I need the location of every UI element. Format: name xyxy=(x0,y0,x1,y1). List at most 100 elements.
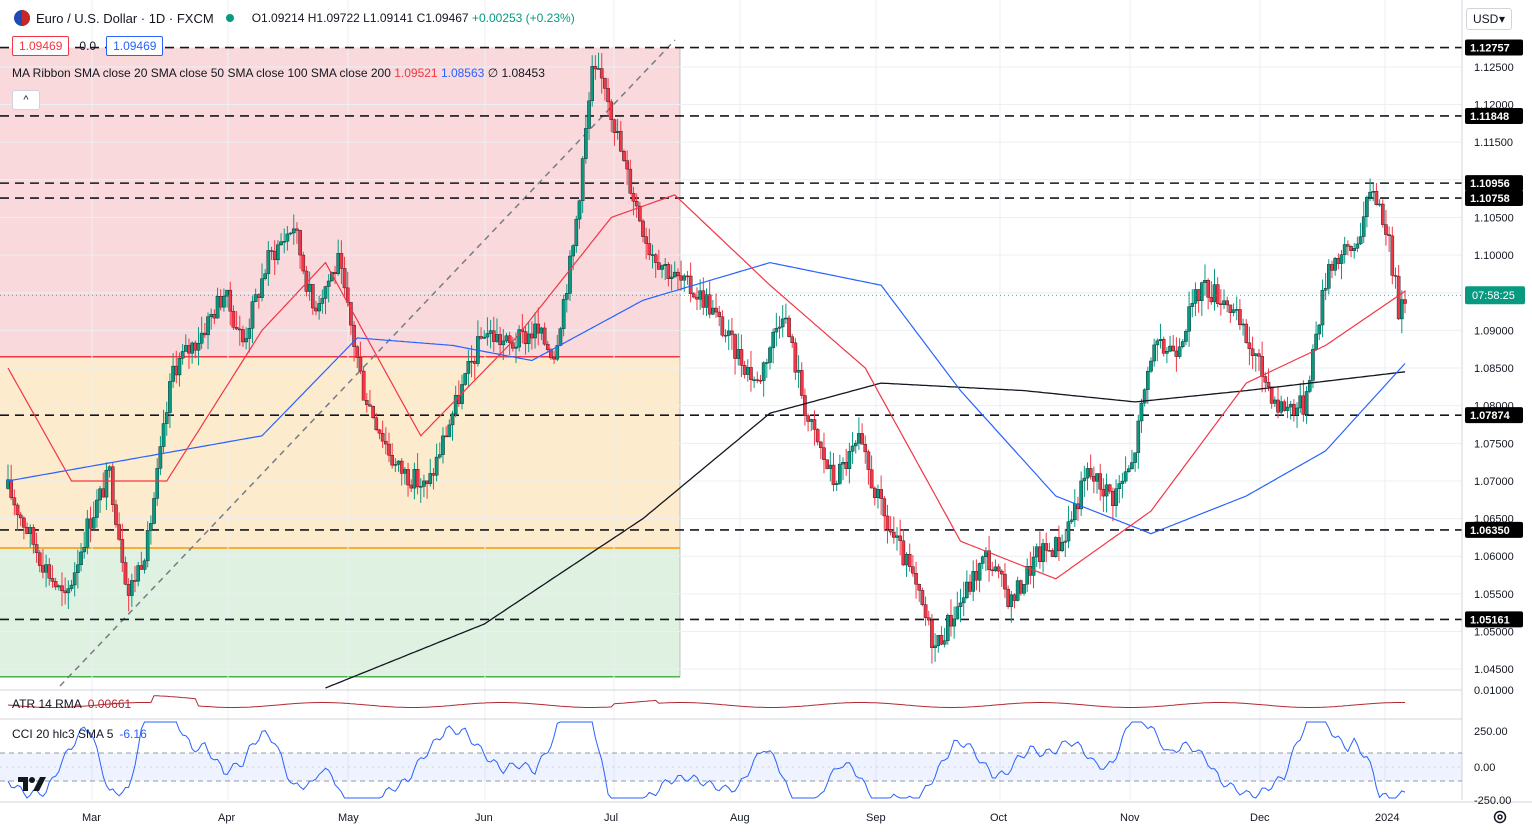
collapse-legend-button[interactable]: ^ xyxy=(12,90,40,110)
candle-body xyxy=(533,323,537,339)
candle-body xyxy=(479,336,483,339)
tradingview-logo-icon[interactable] xyxy=(16,773,48,793)
time-axis-label: 2024 xyxy=(1375,812,1399,824)
candle-body xyxy=(1304,391,1309,415)
candle-body xyxy=(380,433,385,442)
candle-body xyxy=(996,566,1001,572)
sma20-value: 1.09521 xyxy=(394,66,438,80)
candle-body xyxy=(961,597,966,604)
candle-body xyxy=(726,330,731,336)
candle-body xyxy=(517,329,521,348)
candle-body xyxy=(834,483,839,485)
time-axis-label: Jul xyxy=(604,812,618,824)
candle-body xyxy=(123,562,128,585)
candle-body xyxy=(1298,395,1303,409)
candle-body xyxy=(1215,284,1220,304)
candle-body xyxy=(1199,282,1204,301)
candle-body xyxy=(542,327,547,345)
candle-body xyxy=(618,131,623,152)
currency-label: USD xyxy=(1473,12,1499,26)
candle-body xyxy=(641,220,645,237)
gear-icon[interactable] xyxy=(1492,809,1508,825)
candle-body xyxy=(403,469,407,474)
candle-body xyxy=(1009,594,1014,607)
bid-button[interactable]: 1.09469 xyxy=(12,36,70,56)
ask-button[interactable]: 1.09469 xyxy=(106,36,164,56)
candle-body xyxy=(1231,309,1236,313)
candle-body xyxy=(1257,353,1261,357)
candle-body xyxy=(164,412,169,424)
candle-body xyxy=(723,334,728,337)
candle-body xyxy=(545,343,550,350)
sma50-line xyxy=(7,261,1406,535)
candle-body xyxy=(1006,588,1010,607)
candle-body xyxy=(1307,380,1312,392)
candle-body xyxy=(590,66,594,102)
candle-body xyxy=(412,469,417,489)
cci-legend[interactable]: CCI 20 hlc3 SMA 5 -6.16 xyxy=(12,727,147,741)
atr-legend[interactable]: ATR 14 RMA 0.00661 xyxy=(12,697,131,711)
candle-body xyxy=(425,480,429,484)
cci-tick-label: 250.00 xyxy=(1474,726,1508,738)
candle-body xyxy=(761,362,766,381)
ma-ribbon-legend[interactable]: MA Ribbon SMA close 20 SMA close 50 SMA … xyxy=(12,66,545,80)
candle-body xyxy=(907,553,912,567)
candle-body xyxy=(453,395,458,415)
candle-body xyxy=(1355,243,1360,249)
candle-body xyxy=(1276,399,1280,413)
sma200-line xyxy=(325,371,1406,689)
candle-body xyxy=(218,296,223,308)
candle-body xyxy=(647,243,652,256)
candle-body xyxy=(257,294,261,298)
candle-body xyxy=(1072,503,1077,521)
candle-body xyxy=(422,480,426,487)
symbol-title[interactable]: Euro / U.S. Dollar · 1D · FXCM xyxy=(36,10,214,26)
price-tick-label: 1.12500 xyxy=(1474,62,1514,74)
candle-body xyxy=(18,514,23,519)
candle-body xyxy=(415,469,420,488)
candle-body xyxy=(47,564,52,579)
candle-body xyxy=(155,468,160,499)
candle-body xyxy=(269,250,274,252)
candle-body xyxy=(926,617,931,621)
candle-body xyxy=(819,441,823,448)
candle-body xyxy=(1101,488,1106,497)
candle-body xyxy=(237,328,242,331)
candle-body xyxy=(82,547,86,553)
symbol-header: Euro / U.S. Dollar · 1D · FXCM O1.09214 … xyxy=(14,8,581,28)
candle-body xyxy=(352,324,356,347)
candle-body xyxy=(228,289,233,312)
candle-body xyxy=(1177,346,1182,357)
candle-body xyxy=(660,265,664,270)
candle-body xyxy=(1196,289,1201,301)
candle-body xyxy=(1368,191,1372,198)
candle-body xyxy=(393,464,398,466)
candle-body xyxy=(609,101,614,120)
candle-body xyxy=(31,527,36,545)
candle-body xyxy=(34,544,39,554)
candle-body xyxy=(1346,244,1350,247)
candle-body xyxy=(320,298,325,304)
candle-body xyxy=(79,551,83,565)
time-axis-label: Aug xyxy=(730,812,750,824)
currency-selector[interactable]: USD ▾ xyxy=(1466,8,1512,30)
candle-body xyxy=(76,564,80,573)
candle-body xyxy=(1028,566,1033,576)
candle-body xyxy=(311,284,315,309)
candle-body xyxy=(1031,556,1036,576)
candle-body xyxy=(161,423,166,447)
candle-body xyxy=(711,307,715,315)
candle-body xyxy=(1123,471,1128,482)
candle-body xyxy=(568,255,572,294)
candle-body xyxy=(1285,406,1290,411)
candle-body xyxy=(1238,309,1242,326)
candle-body xyxy=(25,527,29,534)
candle-body xyxy=(539,327,544,334)
candle-body xyxy=(180,351,185,359)
candle-body xyxy=(825,459,829,469)
candle-body xyxy=(222,295,226,308)
candle-body xyxy=(1292,403,1296,416)
candle-body xyxy=(999,570,1004,575)
candle-body xyxy=(314,307,318,312)
